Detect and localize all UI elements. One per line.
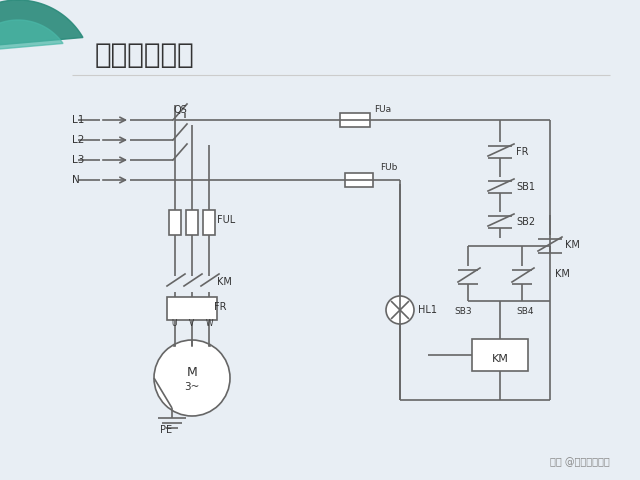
Text: 两地控制电路: 两地控制电路 xyxy=(95,41,195,69)
Text: L2: L2 xyxy=(72,135,84,145)
Text: QS: QS xyxy=(173,105,187,115)
Text: U: U xyxy=(171,319,177,327)
Bar xyxy=(203,210,215,235)
Text: 头条 @徐州俵哥五金: 头条 @徐州俵哥五金 xyxy=(550,457,610,467)
Text: N: N xyxy=(72,175,80,185)
Text: SB4: SB4 xyxy=(516,307,534,315)
Polygon shape xyxy=(0,20,63,52)
Text: KM: KM xyxy=(565,240,580,250)
Bar xyxy=(169,210,181,235)
Text: KM: KM xyxy=(217,277,232,287)
Bar xyxy=(167,297,217,320)
Bar xyxy=(186,210,198,235)
Text: FUa: FUa xyxy=(374,106,391,115)
Text: FR: FR xyxy=(214,302,227,312)
Text: FUL: FUL xyxy=(217,215,236,225)
Text: L3: L3 xyxy=(72,155,84,165)
Text: SB2: SB2 xyxy=(516,217,535,227)
Bar xyxy=(345,173,373,187)
Text: KM: KM xyxy=(555,269,570,279)
Circle shape xyxy=(386,296,414,324)
Text: M: M xyxy=(187,365,197,379)
Text: HL1: HL1 xyxy=(418,305,437,315)
Bar xyxy=(472,339,528,371)
Text: PE: PE xyxy=(160,425,172,435)
Text: W: W xyxy=(206,319,214,327)
Text: SB3: SB3 xyxy=(454,307,472,315)
Text: FUb: FUb xyxy=(380,164,397,172)
Text: 3~: 3~ xyxy=(184,382,200,392)
Text: SB1: SB1 xyxy=(516,182,535,192)
Bar xyxy=(340,113,370,127)
Text: V: V xyxy=(189,319,195,327)
Text: L1: L1 xyxy=(72,115,84,125)
Circle shape xyxy=(154,340,230,416)
Text: FR: FR xyxy=(516,147,529,157)
Polygon shape xyxy=(0,0,83,49)
Text: KM: KM xyxy=(492,354,508,364)
